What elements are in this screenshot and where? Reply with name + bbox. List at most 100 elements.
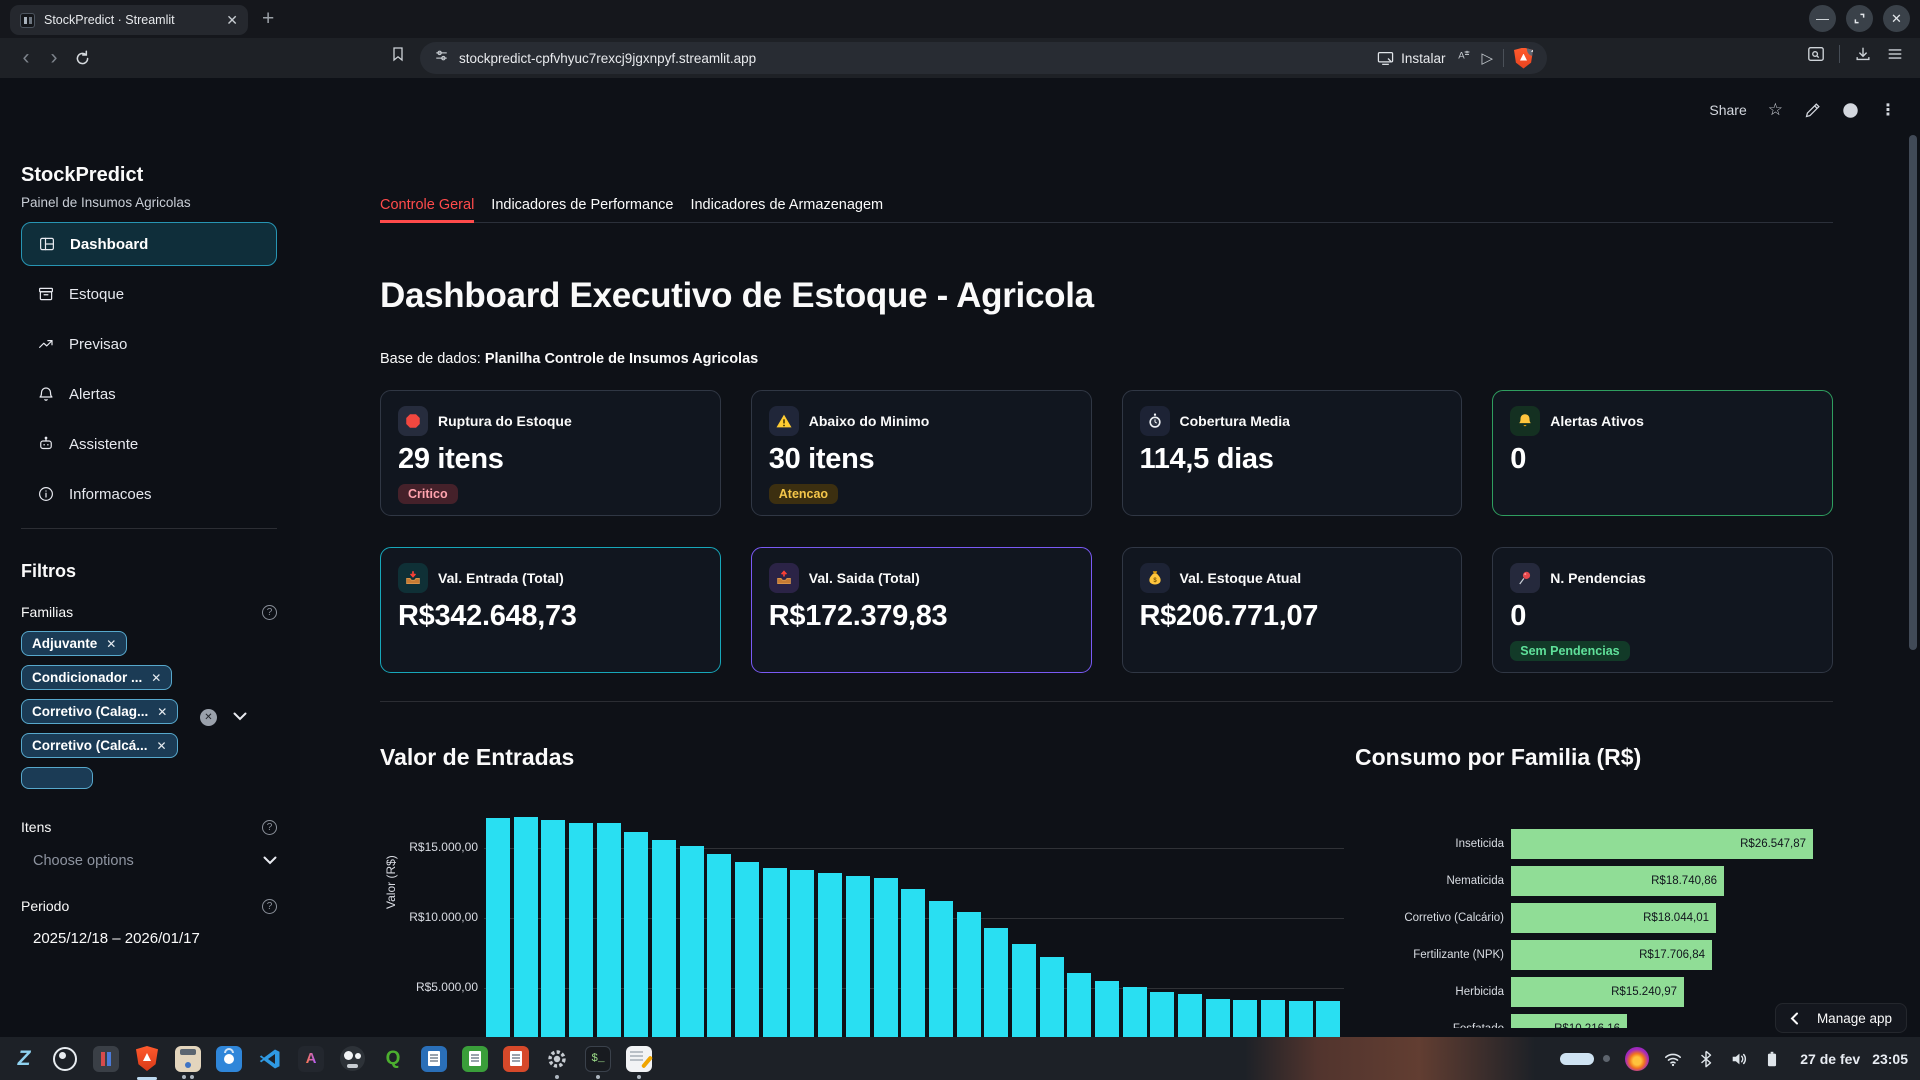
bluetooth-icon[interactable] xyxy=(1697,1050,1715,1068)
wifi-icon[interactable] xyxy=(1664,1050,1682,1068)
github-icon[interactable] xyxy=(1842,102,1859,119)
taskbar-icon-text-editor[interactable] xyxy=(625,1045,654,1079)
taskbar-icon-vscode[interactable] xyxy=(256,1045,284,1073)
sidebar-item-alertas[interactable]: Alertas xyxy=(21,372,277,416)
category-label: Corretivo (Calcário) xyxy=(1404,912,1504,924)
clock[interactable]: 27 de fev 23:05 xyxy=(1800,1051,1908,1067)
tab-close-icon[interactable]: ✕ xyxy=(226,12,238,28)
streamlit-header: Share ☆ ⋮ xyxy=(1709,100,1896,120)
filter-chip[interactable]: Condicionador ... ✕ xyxy=(21,665,173,690)
chip-remove-icon[interactable]: ✕ xyxy=(151,670,162,685)
chip-remove-icon[interactable]: ✕ xyxy=(156,738,167,753)
familias-multiselect[interactable]: Adjuvante ✕ Condicionador ... ✕ Corretivo (C… xyxy=(21,631,236,794)
sidebar-title: StockPredict xyxy=(21,164,144,186)
filter-chip[interactable]: Corretivo (Calcá... ✕ xyxy=(21,733,178,758)
sidebar-item-dashboard[interactable]: Dashboard xyxy=(21,222,277,266)
bar xyxy=(790,870,815,1037)
taskbar-icon-libreoffice-writer[interactable] xyxy=(420,1045,448,1073)
periodo-input[interactable]: 2025/12/18 – 2026/01/17 xyxy=(33,930,200,947)
warning-icon xyxy=(768,406,799,436)
chevron-down-icon[interactable] xyxy=(233,708,247,726)
filter-chip[interactable]: Corretivo (Calag... ✕ xyxy=(21,699,179,724)
metric-cards: Ruptura do Estoque 29 itens Critico Abaixo … xyxy=(380,390,1833,673)
star-icon[interactable]: ☆ xyxy=(1767,100,1783,119)
taskbar-icon-media-app[interactable] xyxy=(92,1045,120,1073)
chart-valor-entradas: Valor de Entradas Valor (R$) R$5.000,00 R… xyxy=(380,744,1355,1037)
sidebar-item-assistente[interactable]: Assistente xyxy=(21,422,277,466)
pushpin-icon xyxy=(1510,563,1541,593)
volume-icon[interactable] xyxy=(1730,1050,1748,1068)
share-button[interactable]: Share xyxy=(1709,102,1747,118)
downloads-icon[interactable] xyxy=(1854,45,1872,63)
taskbar-icon-terminal[interactable]: $_ xyxy=(584,1045,612,1079)
taskbar-icon-analytics-app[interactable]: A xyxy=(297,1045,325,1073)
bar xyxy=(707,854,732,1037)
site-settings-icon[interactable] xyxy=(434,48,449,68)
side-panel-icon[interactable] xyxy=(1807,45,1825,63)
taskbar-icon-libreoffice-impress[interactable] xyxy=(502,1045,530,1073)
taskbar-icon-software-store[interactable] xyxy=(174,1045,202,1079)
new-tab-button[interactable]: + xyxy=(262,7,275,30)
manage-app-button[interactable]: Manage app xyxy=(1774,1003,1907,1033)
bar xyxy=(1094,981,1119,1037)
taskbar-icon-zorin-menu[interactable]: Z xyxy=(17,1046,31,1070)
tab-controle-geral[interactable]: Controle Geral xyxy=(380,197,475,223)
reload-button[interactable] xyxy=(68,44,96,72)
forward-button[interactable]: › xyxy=(50,46,58,69)
metric-card: Alertas Ativos 0 xyxy=(1492,390,1833,516)
tab-indicadores-de-performance[interactable]: Indicadores de Performance xyxy=(491,197,674,213)
install-app-button[interactable]: Instalar xyxy=(1377,51,1445,66)
chip-remove-icon[interactable]: ✕ xyxy=(157,704,168,719)
metric-card: Val. Saida (Total) R$172.379,83 xyxy=(750,547,1092,673)
bookmarks-icon[interactable] xyxy=(390,46,414,70)
flame-app-icon[interactable] xyxy=(1625,1046,1650,1071)
metric-value: R$172.379,83 xyxy=(768,600,948,632)
chip-remove-icon[interactable]: ✕ xyxy=(106,636,117,651)
bar xyxy=(1233,999,1258,1037)
url-text[interactable]: stockpredict-cpfvhyuc7rexcj9jgxnpyf.stre… xyxy=(459,50,757,66)
brave-rewards-icon[interactable]: ▷ xyxy=(1481,50,1493,67)
overflow-menu-icon[interactable]: ⋮ xyxy=(1880,102,1896,119)
metric-label: Val. Saida (Total) xyxy=(808,570,920,586)
menu-icon[interactable] xyxy=(1886,45,1904,63)
url-bar[interactable]: stockpredict-cpfvhyuc7rexcj9jgxnpyf.stre… xyxy=(420,42,1547,74)
metric-label: N. Pendencias xyxy=(1550,570,1646,586)
workspace-pill[interactable] xyxy=(1560,1052,1595,1065)
battery-icon[interactable] xyxy=(1763,1050,1781,1068)
back-button[interactable]: ‹ xyxy=(22,46,30,69)
bar xyxy=(928,901,953,1037)
translate-icon[interactable]: A xyxy=(1455,48,1471,69)
taskbar-icon-gimp[interactable] xyxy=(338,1045,366,1073)
sidebar-item-previsao[interactable]: Previsao xyxy=(21,322,277,366)
clear-all-icon[interactable]: ✕ xyxy=(200,708,217,726)
close-button[interactable]: ✕ xyxy=(1883,5,1910,32)
sidebar-item-estoque[interactable]: Estoque xyxy=(21,272,277,316)
taskbar-icon-brave-browser[interactable] xyxy=(133,1045,161,1080)
scrollbar-thumb[interactable] xyxy=(1909,135,1917,650)
itens-label: Itens xyxy=(21,819,52,835)
browser-tab[interactable]: StockPredict · Streamlit ✕ xyxy=(10,5,248,35)
assistente-icon xyxy=(37,435,55,453)
chevron-down-icon[interactable] xyxy=(263,852,277,870)
hbar-row: Corretivo (Calcário) R$18.044,01 xyxy=(1355,903,1833,933)
metric-card: N. Pendencias 0 Sem Pendencias xyxy=(1492,547,1833,673)
itens-select[interactable]: Choose options xyxy=(21,852,277,870)
taskbar-icon-app-center[interactable] xyxy=(215,1045,243,1073)
brave-shield-icon[interactable]: 2 xyxy=(1514,47,1533,69)
browser-toolbar: ‹ › stockpredict-cpfvhyuc7rexcj9jgxnpyf.… xyxy=(0,38,1920,78)
edit-icon[interactable] xyxy=(1804,102,1821,119)
taskbar-icon-qgis[interactable]: Q xyxy=(385,1047,401,1069)
sidebar-item-informacoes[interactable]: Informacoes xyxy=(21,472,277,516)
restore-button[interactable] xyxy=(1846,5,1873,32)
running-indicator xyxy=(182,1074,194,1079)
taskbar-icon-settings[interactable] xyxy=(543,1045,571,1079)
section-divider xyxy=(380,701,1833,702)
taskbar-icon-obs-studio[interactable] xyxy=(51,1045,79,1073)
metric-value: R$206.771,07 xyxy=(1139,600,1319,632)
bar xyxy=(1205,998,1230,1037)
taskbar-icon-libreoffice-calc[interactable] xyxy=(461,1045,489,1073)
minimize-button[interactable]: — xyxy=(1809,5,1836,32)
filter-chip-clipped[interactable] xyxy=(21,767,93,789)
filter-chip[interactable]: Adjuvante ✕ xyxy=(21,631,128,656)
tab-indicadores-de-armazenagem[interactable]: Indicadores de Armazenagem xyxy=(690,197,884,213)
